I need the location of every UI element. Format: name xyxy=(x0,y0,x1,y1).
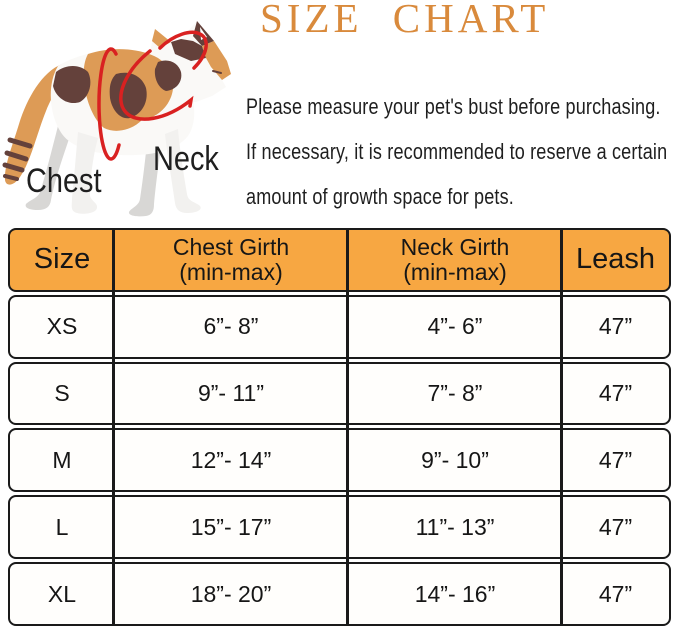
chest-girth-cell: 9”- 11” xyxy=(197,380,265,407)
chest-girth-cell: 15”- 17” xyxy=(190,513,272,540)
header-neck-girth: Neck Girth (min-max) xyxy=(400,233,510,285)
leash-cell: 47” xyxy=(598,313,633,340)
table-header-row: Size Chest Girth (min-max) Neck Girth (m… xyxy=(8,228,671,292)
neck-girth-cell: 11”- 13” xyxy=(415,513,495,540)
header-size: Size xyxy=(33,243,91,276)
neck-girth-cell: 9”- 10” xyxy=(421,446,489,473)
size-cell: M xyxy=(52,446,72,473)
header-chest-girth: Chest Girth (min-max) xyxy=(172,233,290,285)
description-line: Please measure your pet's bust before pu… xyxy=(246,94,661,119)
leash-cell: 47” xyxy=(598,380,633,407)
leash-cell: 47” xyxy=(598,580,633,607)
table-row: S 9”- 11” 7”- 8” 47” xyxy=(8,361,671,426)
description: Please measure your pet's bust before pu… xyxy=(246,84,677,219)
size-cell: XS xyxy=(46,313,78,340)
size-table: Size Chest Girth (min-max) Neck Girth (m… xyxy=(8,228,671,626)
chest-girth-cell: 6”- 8” xyxy=(203,313,259,340)
chest-girth-cell: 18”- 20” xyxy=(190,580,272,607)
size-cell: XL xyxy=(47,580,77,607)
neck-girth-cell: 14”- 16” xyxy=(414,580,496,607)
leash-cell: 47” xyxy=(598,513,633,540)
table-row: M 12”- 14” 9”- 10” 47” xyxy=(8,428,671,493)
description-line: If necessary, it is recommended to reser… xyxy=(246,139,668,164)
column-divider xyxy=(346,228,349,626)
chest-label: Chest xyxy=(26,162,102,200)
description-line: amount of growth space for pets. xyxy=(246,184,514,209)
header-leash: Leash xyxy=(575,243,655,276)
column-divider xyxy=(112,228,115,626)
neck-measure-ellipse xyxy=(119,30,208,121)
size-cell: S xyxy=(54,380,70,407)
table-row: XL 18”- 20” 14”- 16” 47” xyxy=(8,562,671,626)
cat-fur-patches xyxy=(53,49,182,131)
neck-girth-cell: 7”- 8” xyxy=(427,380,483,407)
column-divider xyxy=(560,228,563,626)
cat-tail-icon xyxy=(2,63,74,185)
cat-measurement-diagram-icon xyxy=(2,21,231,217)
table-row: XS 6”- 8” 4”- 6” 47” xyxy=(8,294,671,359)
size-cell: L xyxy=(55,513,69,540)
page-title: SIZE CHART xyxy=(260,0,550,41)
neck-girth-cell: 4”- 6” xyxy=(427,313,483,340)
table-row: L 15”- 17” 11”- 13” 47” xyxy=(8,495,671,560)
chest-girth-cell: 12”- 14” xyxy=(190,446,272,473)
chest-measure-ellipse xyxy=(97,47,121,161)
cat-near-legs xyxy=(71,129,201,214)
cat-illustration: Chest Neck xyxy=(0,14,242,220)
leash-cell: 47” xyxy=(598,446,633,473)
neck-label: Neck xyxy=(153,140,219,178)
